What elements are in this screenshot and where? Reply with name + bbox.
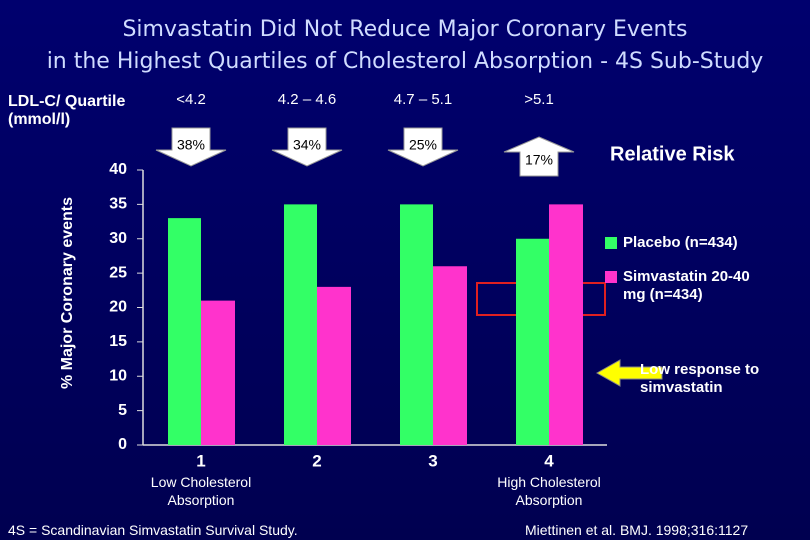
- bar: [400, 204, 433, 445]
- bar: [433, 266, 467, 445]
- pointer-arrow: [595, 359, 663, 387]
- title-line: Simvastatin Did Not Reduce Major Coronar…: [122, 17, 687, 42]
- bar: [284, 204, 317, 445]
- x-tick-label: 3: [428, 451, 437, 470]
- category-note: High Cholesterol Absorption: [497, 474, 601, 508]
- legend-swatch: [605, 271, 617, 283]
- y-tick-label: 40: [109, 161, 127, 178]
- bar: [549, 204, 583, 445]
- x-tick-label: 2: [312, 451, 321, 470]
- y-tick-label: 0: [118, 436, 127, 453]
- legend-swatch: [605, 237, 617, 249]
- quartile: <4.2: [176, 91, 206, 108]
- risk-arrow: [387, 127, 459, 167]
- bar: [168, 218, 201, 445]
- bar: [317, 286, 351, 445]
- y-tick-label: 10: [109, 367, 127, 384]
- category-note: Low Cholesterol Absorption: [150, 474, 252, 508]
- x-tick-label: 1: [196, 451, 205, 470]
- risk-label: 38%: [177, 137, 205, 153]
- annotation: Low response to simvastatin: [640, 361, 760, 396]
- relative-risk-label: Relative Risk: [610, 143, 735, 165]
- bar: [516, 238, 549, 445]
- y-axis-label: % Major Coronary events: [59, 197, 76, 389]
- footnote: 4S = Scandinavian Simvastatin Survival S…: [8, 522, 298, 538]
- y-tick-label: 35: [109, 196, 127, 213]
- quartile: 4.7 – 5.1: [394, 91, 452, 108]
- legend-label: Placebo (n=434): [623, 234, 738, 251]
- x-tick-label: 4: [544, 451, 554, 470]
- risk-arrow: [155, 127, 227, 167]
- y-tick-label: 20: [109, 299, 127, 316]
- y-tick-label: 25: [109, 264, 127, 281]
- y-tick-label: 5: [118, 402, 127, 419]
- quartile-label: LDL-C/ Quartile (mmol/l): [8, 93, 126, 128]
- risk-label: 34%: [293, 137, 321, 153]
- bar: [201, 300, 235, 445]
- quartile: >5.1: [524, 91, 554, 108]
- footnote: Miettinen et al. BMJ. 1998;316:1127: [525, 522, 749, 538]
- title-line: in the Highest Quartiles of Cholesterol …: [47, 49, 764, 74]
- risk-arrow: [503, 136, 575, 177]
- risk-label: 17%: [525, 152, 553, 168]
- y-tick-label: 30: [109, 230, 127, 247]
- risk-arrow: [271, 127, 343, 167]
- risk-label: 25%: [409, 137, 437, 153]
- legend-label: Simvastatin 20-40 mg (n=434): [623, 268, 750, 303]
- quartile: 4.2 – 4.6: [278, 91, 336, 108]
- y-tick-label: 15: [109, 333, 127, 350]
